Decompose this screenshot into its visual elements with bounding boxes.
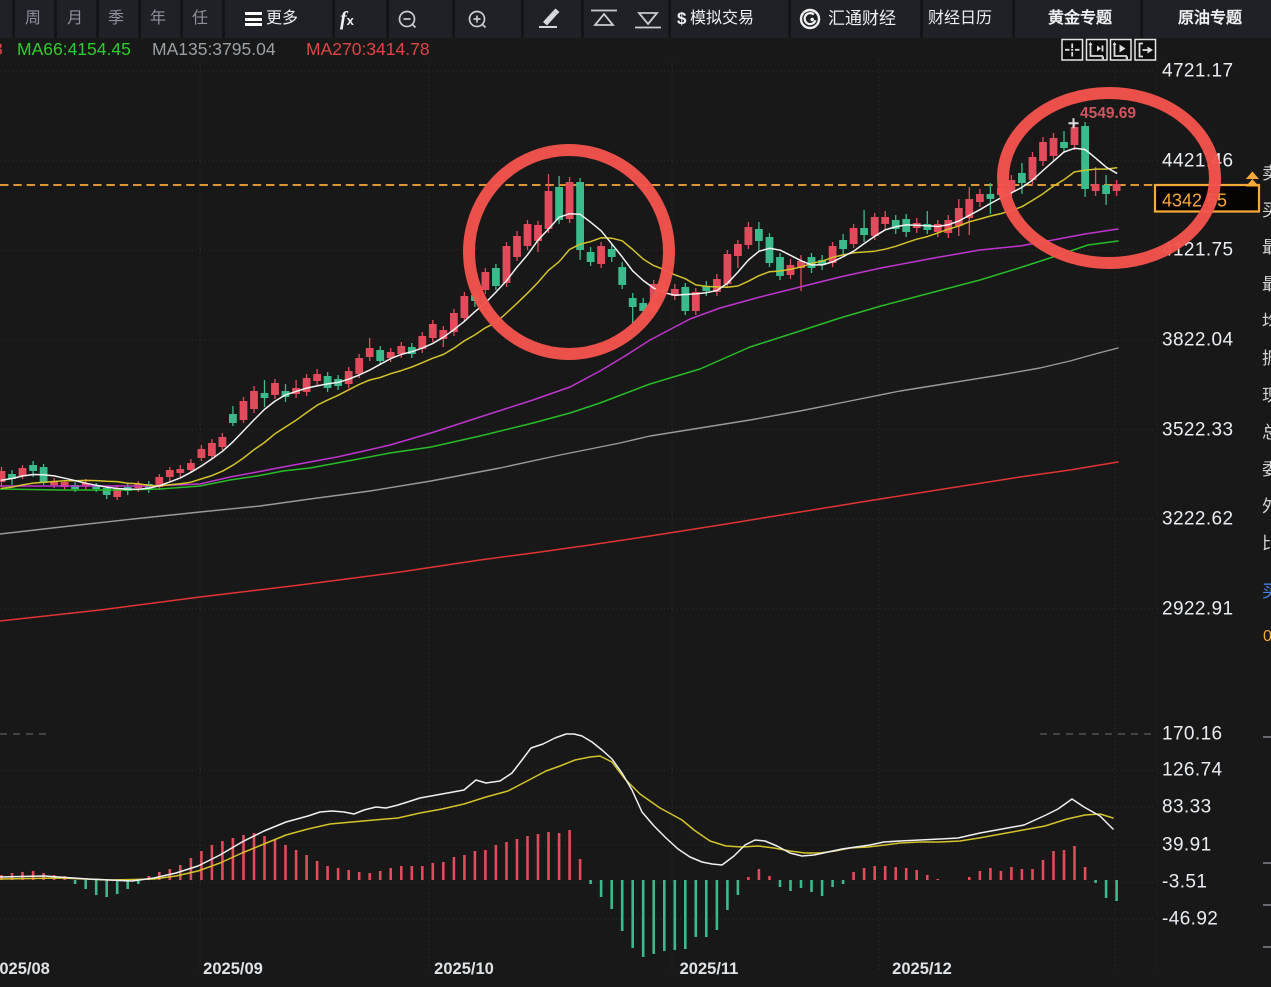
svg-text:总: 总 xyxy=(1262,423,1271,442)
svg-text:委: 委 xyxy=(1262,460,1271,479)
svg-text:均: 均 xyxy=(1262,312,1271,331)
svg-text:2922.91: 2922.91 xyxy=(1162,599,1233,620)
svg-text:外: 外 xyxy=(1262,497,1271,516)
svg-text:最: 最 xyxy=(1262,275,1271,294)
svg-text:0.: 0. xyxy=(1263,628,1271,645)
svg-text:2025/08: 2025/08 xyxy=(0,960,50,978)
svg-text:-3.51: -3.51 xyxy=(1162,872,1207,893)
svg-text:83.33: 83.33 xyxy=(1162,797,1212,818)
svg-text:39.91: 39.91 xyxy=(1162,835,1212,856)
svg-text:3522.33: 3522.33 xyxy=(1162,420,1233,441)
svg-text:-46.92: -46.92 xyxy=(1162,909,1218,930)
svg-text:最: 最 xyxy=(1262,238,1271,257)
svg-text:4421.46: 4421.46 xyxy=(1162,151,1233,172)
svg-text:2025/10: 2025/10 xyxy=(434,960,494,978)
svg-text:振: 振 xyxy=(1262,349,1271,368)
svg-text:170.16: 170.16 xyxy=(1162,724,1223,745)
svg-text:卖: 卖 xyxy=(1262,164,1271,183)
svg-text:126.74: 126.74 xyxy=(1162,760,1223,781)
svg-text:2025/12: 2025/12 xyxy=(892,960,952,978)
svg-text:3822.04: 3822.04 xyxy=(1162,330,1234,351)
svg-text:2025/09: 2025/09 xyxy=(203,960,263,978)
svg-text:买: 买 xyxy=(1262,201,1271,220)
svg-text:4721.17: 4721.17 xyxy=(1162,61,1233,82)
svg-text:3222.62: 3222.62 xyxy=(1162,509,1233,530)
svg-text:现: 现 xyxy=(1262,386,1271,405)
svg-text:4549.69: 4549.69 xyxy=(1080,105,1136,122)
svg-text:买: 买 xyxy=(1262,582,1271,601)
svg-text:2025/11: 2025/11 xyxy=(680,960,739,978)
svg-text:比: 比 xyxy=(1262,534,1271,553)
